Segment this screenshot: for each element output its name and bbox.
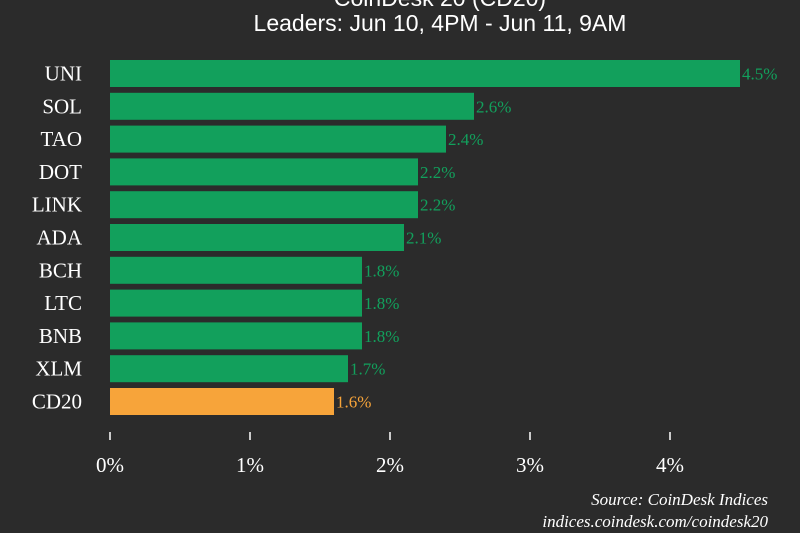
value-label-bch: 1.8%	[364, 261, 399, 280]
bar-sol	[110, 92, 474, 120]
bar-bch	[110, 256, 362, 284]
value-label-uni: 4.5%	[742, 65, 777, 84]
bar-bnb	[110, 322, 362, 350]
category-label-bnb: BNB	[39, 324, 82, 348]
bar-tao	[110, 125, 446, 153]
x-tick-label: 1%	[236, 453, 264, 477]
source-credit: Source: CoinDesk Indices	[591, 490, 768, 509]
source-url: indices.coindesk.com/coindesk20	[542, 512, 768, 531]
category-label-bch: BCH	[39, 258, 82, 282]
category-label-ltc: LTC	[44, 291, 82, 315]
value-label-cd20: 1.6%	[336, 393, 371, 412]
chart-subtitle: Leaders: Jun 10, 4PM - Jun 11, 9AM	[254, 10, 627, 36]
category-label-dot: DOT	[39, 160, 82, 184]
bar-dot	[110, 158, 418, 186]
value-label-dot: 2.2%	[420, 163, 455, 182]
bar-cd20	[110, 388, 334, 415]
value-label-link: 2.2%	[420, 196, 455, 215]
category-label-ada: ADA	[37, 226, 83, 250]
bars-group: UNI 4.5% SOL 2.6% TAO 2.4% DOT 2.2% LINK 2.2% ADA 2…	[32, 60, 777, 415]
value-label-sol: 2.6%	[476, 97, 511, 116]
x-tick-label: 3%	[516, 453, 544, 477]
value-label-ada: 2.1%	[406, 229, 441, 248]
chart-title: CoinDesk 20 (CD20)	[334, 0, 546, 11]
bar-ltc	[110, 289, 362, 317]
value-label-ltc: 1.8%	[364, 294, 399, 313]
category-label-xlm: XLM	[35, 357, 82, 381]
value-label-xlm: 1.7%	[350, 360, 385, 379]
x-axis: 0% 1% 2% 3% 4%	[96, 432, 684, 477]
bar-xlm	[110, 355, 348, 383]
bar-ada	[110, 224, 404, 251]
category-label-uni: UNI	[45, 62, 82, 86]
category-label-tao: TAO	[41, 127, 82, 151]
category-label-sol: SOL	[42, 94, 82, 118]
bar-link	[110, 191, 418, 219]
x-tick-label: 4%	[656, 453, 684, 477]
x-tick-label: 2%	[376, 453, 404, 477]
bar-uni	[110, 60, 740, 87]
value-label-tao: 2.4%	[448, 130, 483, 149]
category-label-cd20: CD20	[32, 390, 82, 414]
value-label-bnb: 1.8%	[364, 327, 399, 346]
category-label-link: LINK	[32, 193, 82, 217]
x-tick-label: 0%	[96, 453, 124, 477]
